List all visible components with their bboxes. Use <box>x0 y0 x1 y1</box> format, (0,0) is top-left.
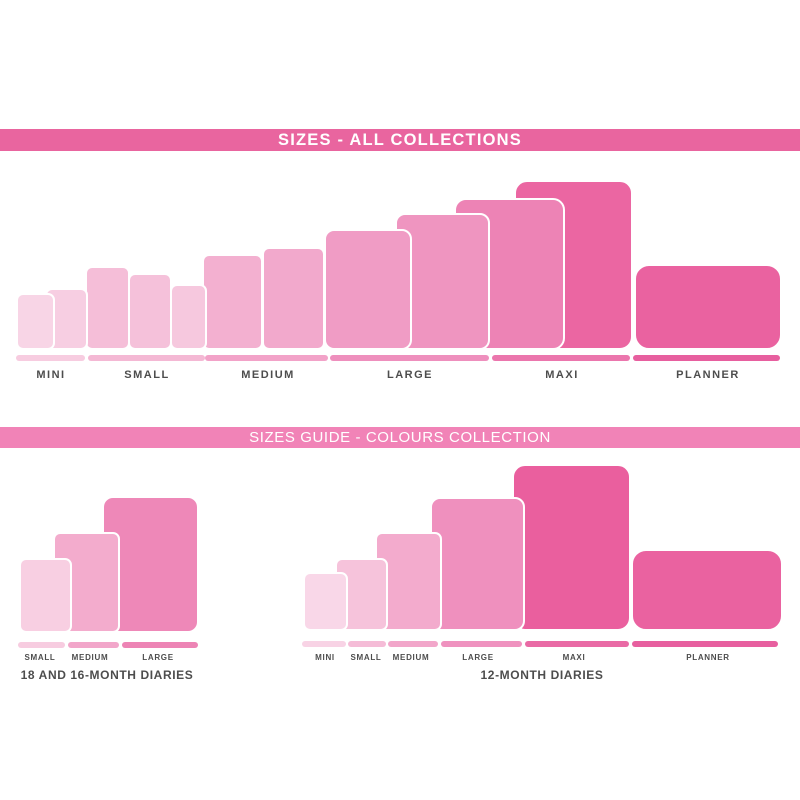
book-rect-maxi <box>454 198 565 350</box>
book-rect-planner <box>634 264 782 350</box>
book-rect-medium <box>202 254 263 350</box>
size-label-mini: MINI <box>315 653 335 662</box>
size-label-planner: PLANNER <box>686 653 730 662</box>
size-label-large: LARGE <box>462 653 494 662</box>
size-underline-bar-small <box>88 355 205 361</box>
book-rect-small <box>19 558 72 633</box>
size-underline-bar-mini <box>302 641 346 647</box>
book-rect-planner <box>631 549 783 631</box>
size-label-small: SMALL <box>124 369 170 381</box>
chart-caption: 12-MONTH DIARIES <box>480 668 604 682</box>
size-label-small: SMALL <box>24 653 56 662</box>
book-rect-maxi <box>514 180 633 350</box>
size-underline-bar-large <box>441 641 522 647</box>
banner-all-collections: SIZES - ALL COLLECTIONS <box>0 129 800 151</box>
size-label-small: SMALL <box>350 653 382 662</box>
book-rect-mini <box>303 572 348 631</box>
size-label-large: LARGE <box>387 369 433 381</box>
book-rect-large <box>102 496 199 633</box>
book-rect-medium <box>53 532 120 633</box>
book-rect-mini <box>16 293 55 350</box>
size-underline-bar-small <box>18 642 65 648</box>
size-underline-bar-medium <box>205 355 328 361</box>
size-underline-bar-maxi <box>525 641 629 647</box>
book-rect-medium <box>375 532 442 631</box>
book-rect-medium <box>262 247 325 350</box>
size-underline-bar-planner <box>633 355 780 361</box>
size-underline-bar-mini <box>16 355 85 361</box>
size-label-maxi: MAXI <box>562 653 586 662</box>
size-label-planner: PLANNER <box>676 369 740 381</box>
size-underline-bar-large <box>122 642 198 648</box>
size-label-medium: MEDIUM <box>71 653 109 662</box>
banner-colours-collection: SIZES GUIDE - COLOURS COLLECTION <box>0 427 800 448</box>
book-rect-mini <box>45 288 88 350</box>
size-underline-bar-small <box>348 641 386 647</box>
size-label-medium: MEDIUM <box>392 653 430 662</box>
size-label-maxi: MAXI <box>545 369 579 381</box>
book-rect-large <box>395 213 490 350</box>
book-rect-small <box>85 266 130 350</box>
size-underline-bar-maxi <box>492 355 630 361</box>
size-label-large: LARGE <box>142 653 174 662</box>
book-rect-large <box>430 497 525 631</box>
book-rect-small <box>170 284 207 350</box>
book-rect-small <box>335 558 388 631</box>
size-underline-bar-medium <box>68 642 119 648</box>
size-underline-bar-large <box>330 355 489 361</box>
book-rect-maxi <box>512 464 631 631</box>
book-rect-small <box>128 273 172 350</box>
book-rect-large <box>324 229 412 350</box>
size-underline-bar-planner <box>632 641 778 647</box>
size-label-mini: MINI <box>36 369 66 381</box>
chart-caption: 18 AND 16-MONTH DIARIES <box>20 668 194 682</box>
size-underline-bar-medium <box>388 641 438 647</box>
size-label-medium: MEDIUM <box>241 369 295 381</box>
